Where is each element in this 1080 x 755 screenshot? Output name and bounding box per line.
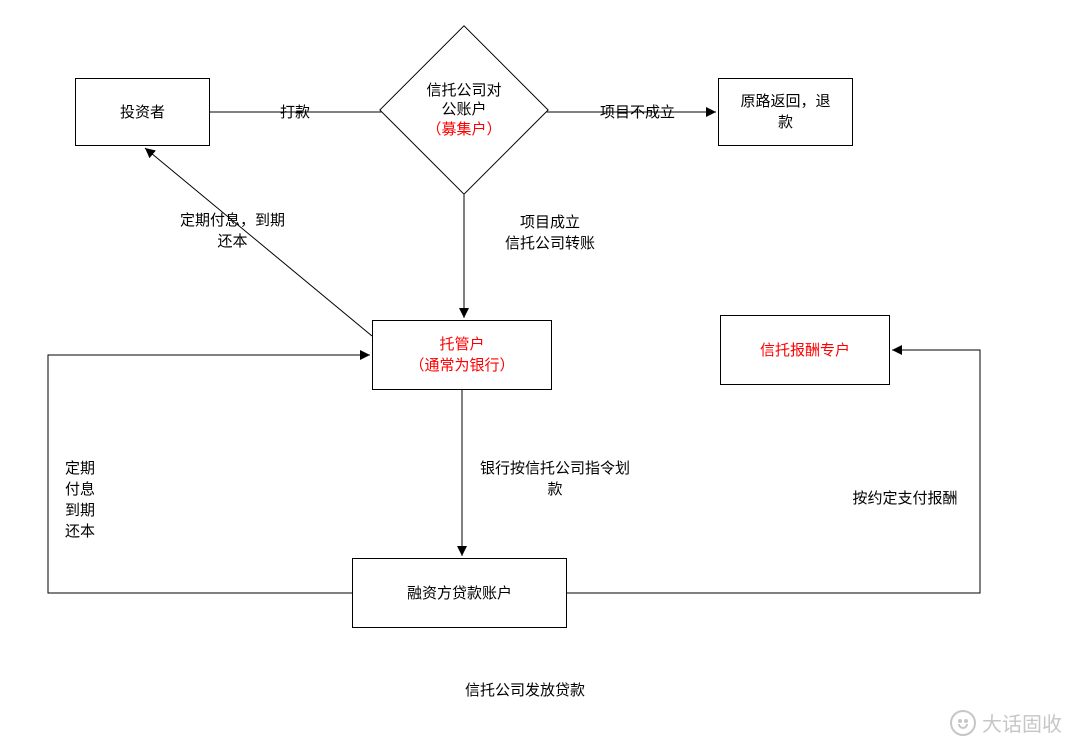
e6-l0: 定期 — [65, 458, 95, 479]
e4-line2: 还本 — [180, 231, 285, 252]
custody-line1: 托管户 — [409, 334, 514, 355]
edge-e3-label: 项目成立 信托公司转账 — [505, 212, 595, 254]
borrower-label: 融资方贷款账户 — [407, 583, 512, 604]
node-borrower: 融资方贷款账户 — [352, 558, 567, 628]
watermark: 大话固收 — [950, 708, 1062, 737]
e4-line1: 定期付息，到期 — [180, 210, 285, 231]
edge-e5-label: 银行按信托公司指令划 款 — [480, 458, 630, 500]
refund-line1: 原路返回，退 — [740, 91, 830, 112]
edge-e6-label: 定期 付息 到期 还本 — [65, 458, 95, 542]
e6-l2: 到期 — [65, 500, 95, 521]
node-refund: 原路返回，退 款 — [718, 78, 853, 146]
e3-line2: 信托公司转账 — [505, 233, 595, 254]
edge-e4-label: 定期付息，到期 还本 — [180, 210, 285, 252]
custody-line2: （通常为银行） — [409, 355, 514, 376]
e6-l3: 还本 — [65, 521, 95, 542]
footer-label: 信托公司发放贷款 — [465, 680, 585, 701]
node-fee-account: 信托报酬专户 — [720, 315, 890, 385]
refund-line2: 款 — [740, 112, 830, 133]
edge-e1-label: 打款 — [280, 102, 310, 123]
watermark-text: 大话固收 — [982, 708, 1062, 737]
node-investor: 投资者 — [75, 78, 210, 146]
e3-line1: 项目成立 — [505, 212, 595, 233]
trust-account-line1: 信托公司对 — [426, 81, 501, 101]
e5-line1: 银行按信托公司指令划 — [480, 458, 630, 479]
edge-e7-label: 按约定支付报酬 — [852, 488, 957, 509]
e6-l1: 付息 — [65, 479, 95, 500]
node-trust-account: 信托公司对 公账户 （募集户） — [404, 50, 524, 170]
e5-line2: 款 — [480, 479, 630, 500]
edge-e2-label: 项目不成立 — [600, 102, 675, 123]
trust-account-line3: （募集户） — [426, 120, 501, 140]
fee-account-label: 信托报酬专户 — [760, 340, 850, 361]
wechat-icon — [950, 710, 976, 736]
node-custody: 托管户 （通常为银行） — [372, 320, 552, 390]
trust-account-line2: 公账户 — [426, 100, 501, 120]
node-investor-label: 投资者 — [120, 102, 165, 123]
